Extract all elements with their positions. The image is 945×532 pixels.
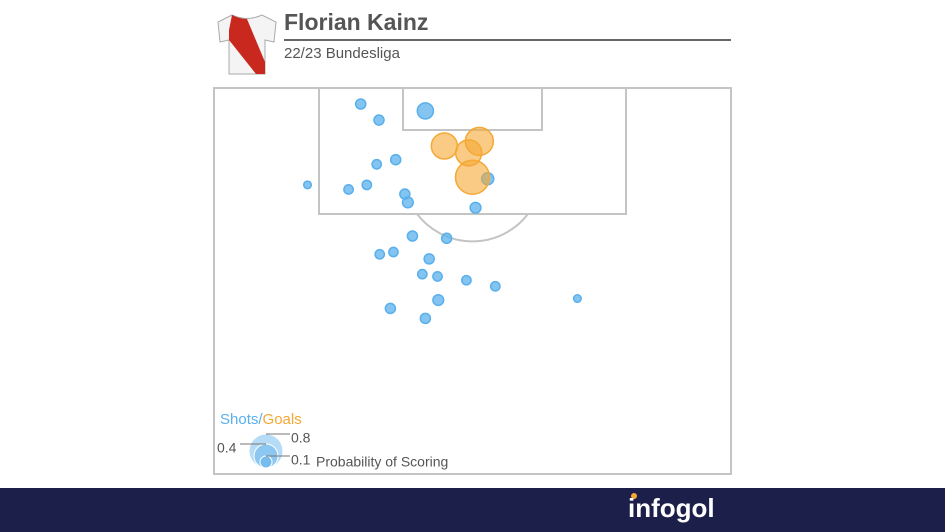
pitch	[213, 87, 732, 475]
shot-point	[454, 159, 491, 195]
size-legend-label: 0.1	[291, 452, 311, 468]
shot-point	[416, 102, 435, 120]
shot-point	[374, 248, 386, 260]
shot-point	[572, 293, 582, 304]
shot-marks	[302, 98, 582, 325]
shot-point	[416, 268, 428, 280]
chart-title: Florian Kainz	[284, 9, 428, 35]
chart-subtitle: 22/23 Bundesliga	[284, 45, 401, 62]
shot-point	[419, 312, 432, 325]
shot-point	[423, 253, 435, 265]
shot-point	[432, 293, 445, 307]
size-legend-label: 0.4	[217, 440, 237, 456]
shot-point	[384, 302, 397, 315]
shot-point	[389, 153, 402, 166]
brand-dot	[631, 493, 637, 499]
shot-point	[489, 280, 501, 292]
shot-point	[343, 184, 354, 195]
shot-point	[388, 246, 399, 258]
legend-separator: /	[258, 411, 263, 428]
shot-point	[440, 232, 453, 245]
legend-entry: Goals	[263, 411, 302, 428]
shot-point	[361, 179, 373, 191]
shot-point	[302, 180, 313, 190]
shot-point	[432, 271, 443, 282]
footer-band	[0, 488, 945, 532]
legend-entry: Shots	[220, 411, 258, 428]
size-legend-title: Probability of Scoring	[316, 454, 448, 470]
legend: Shots/Goals	[220, 411, 302, 428]
size-legend-label: 0.8	[291, 430, 311, 446]
shot-point	[430, 132, 459, 160]
shot-point	[469, 201, 482, 214]
brand-logo: infogol	[628, 493, 715, 523]
shot-point	[354, 98, 367, 110]
shot-point	[371, 158, 383, 170]
size-legend-circle	[259, 455, 273, 469]
shirt-icon	[217, 14, 277, 75]
shot-point	[401, 196, 414, 209]
shot-point	[461, 274, 472, 286]
shot-point	[373, 114, 385, 126]
shot-point	[406, 230, 419, 242]
